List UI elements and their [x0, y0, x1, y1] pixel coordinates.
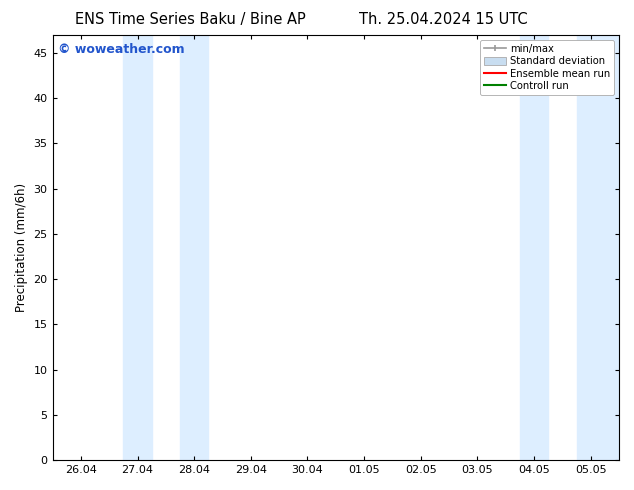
Text: Th. 25.04.2024 15 UTC: Th. 25.04.2024 15 UTC [359, 12, 528, 27]
Legend: min/max, Standard deviation, Ensemble mean run, Controll run: min/max, Standard deviation, Ensemble me… [480, 40, 614, 95]
Text: © woweather.com: © woweather.com [58, 43, 185, 56]
Bar [180, 35, 209, 460]
Y-axis label: Precipitation (mm/6h): Precipitation (mm/6h) [15, 183, 28, 312]
Text: ENS Time Series Baku / Bine AP: ENS Time Series Baku / Bine AP [75, 12, 306, 27]
Bar [576, 35, 619, 460]
Bar [124, 35, 152, 460]
Bar [520, 35, 548, 460]
